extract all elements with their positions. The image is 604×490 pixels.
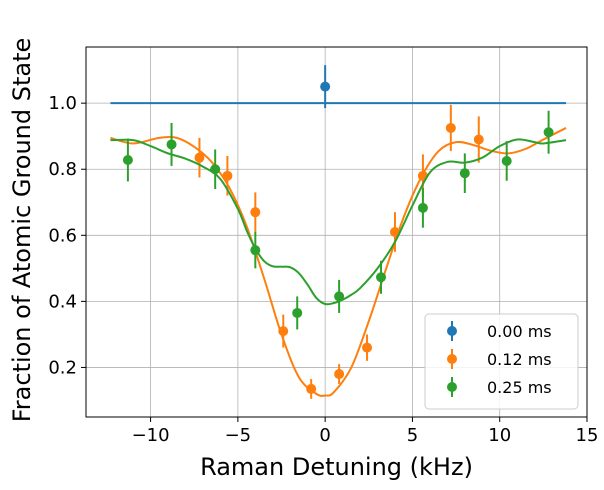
data-point bbox=[334, 369, 344, 379]
data-point bbox=[222, 171, 232, 181]
x-tick-label: −5 bbox=[225, 425, 252, 446]
legend-label: 0.00 ms bbox=[487, 322, 552, 341]
data-point bbox=[544, 127, 554, 137]
data-point bbox=[278, 326, 288, 336]
legend: 0.00 ms 0.12 ms 0.25 ms bbox=[425, 314, 578, 409]
legend-marker bbox=[447, 354, 457, 364]
y-axis-title: Fraction of Atomic Ground State bbox=[8, 38, 36, 423]
data-point bbox=[320, 82, 330, 92]
data-point bbox=[210, 164, 220, 174]
data-point bbox=[334, 291, 344, 301]
data-point bbox=[250, 207, 260, 217]
data-point bbox=[460, 168, 470, 178]
data-point bbox=[446, 123, 456, 133]
x-tick-label: 5 bbox=[407, 425, 418, 446]
data-point bbox=[502, 156, 512, 166]
x-axis-title: Raman Detuning (kHz) bbox=[200, 453, 473, 481]
data-point bbox=[167, 139, 177, 149]
y-tick-label: 0.4 bbox=[48, 291, 77, 312]
y-tick-label: 0.8 bbox=[48, 159, 77, 180]
y-tick-label: 1.0 bbox=[48, 93, 77, 114]
data-point bbox=[474, 135, 484, 145]
data-point bbox=[362, 343, 372, 353]
data-point bbox=[306, 384, 316, 394]
x-tick-label: 15 bbox=[576, 425, 599, 446]
legend-marker bbox=[447, 326, 457, 336]
legend-marker bbox=[447, 382, 457, 392]
legend-label: 0.12 ms bbox=[487, 350, 552, 369]
y-tick-label: 0.2 bbox=[48, 357, 77, 378]
x-tick-label: −10 bbox=[132, 425, 170, 446]
data-point bbox=[123, 155, 133, 165]
data-point bbox=[292, 308, 302, 318]
x-tick-label: 10 bbox=[488, 425, 511, 446]
y-tick-label: 0.6 bbox=[48, 225, 77, 246]
data-point bbox=[250, 245, 260, 255]
legend-label: 0.25 ms bbox=[487, 378, 552, 397]
data-point bbox=[194, 153, 204, 163]
data-point bbox=[418, 203, 428, 213]
x-tick-label: 0 bbox=[319, 425, 330, 446]
data-point bbox=[376, 272, 386, 282]
